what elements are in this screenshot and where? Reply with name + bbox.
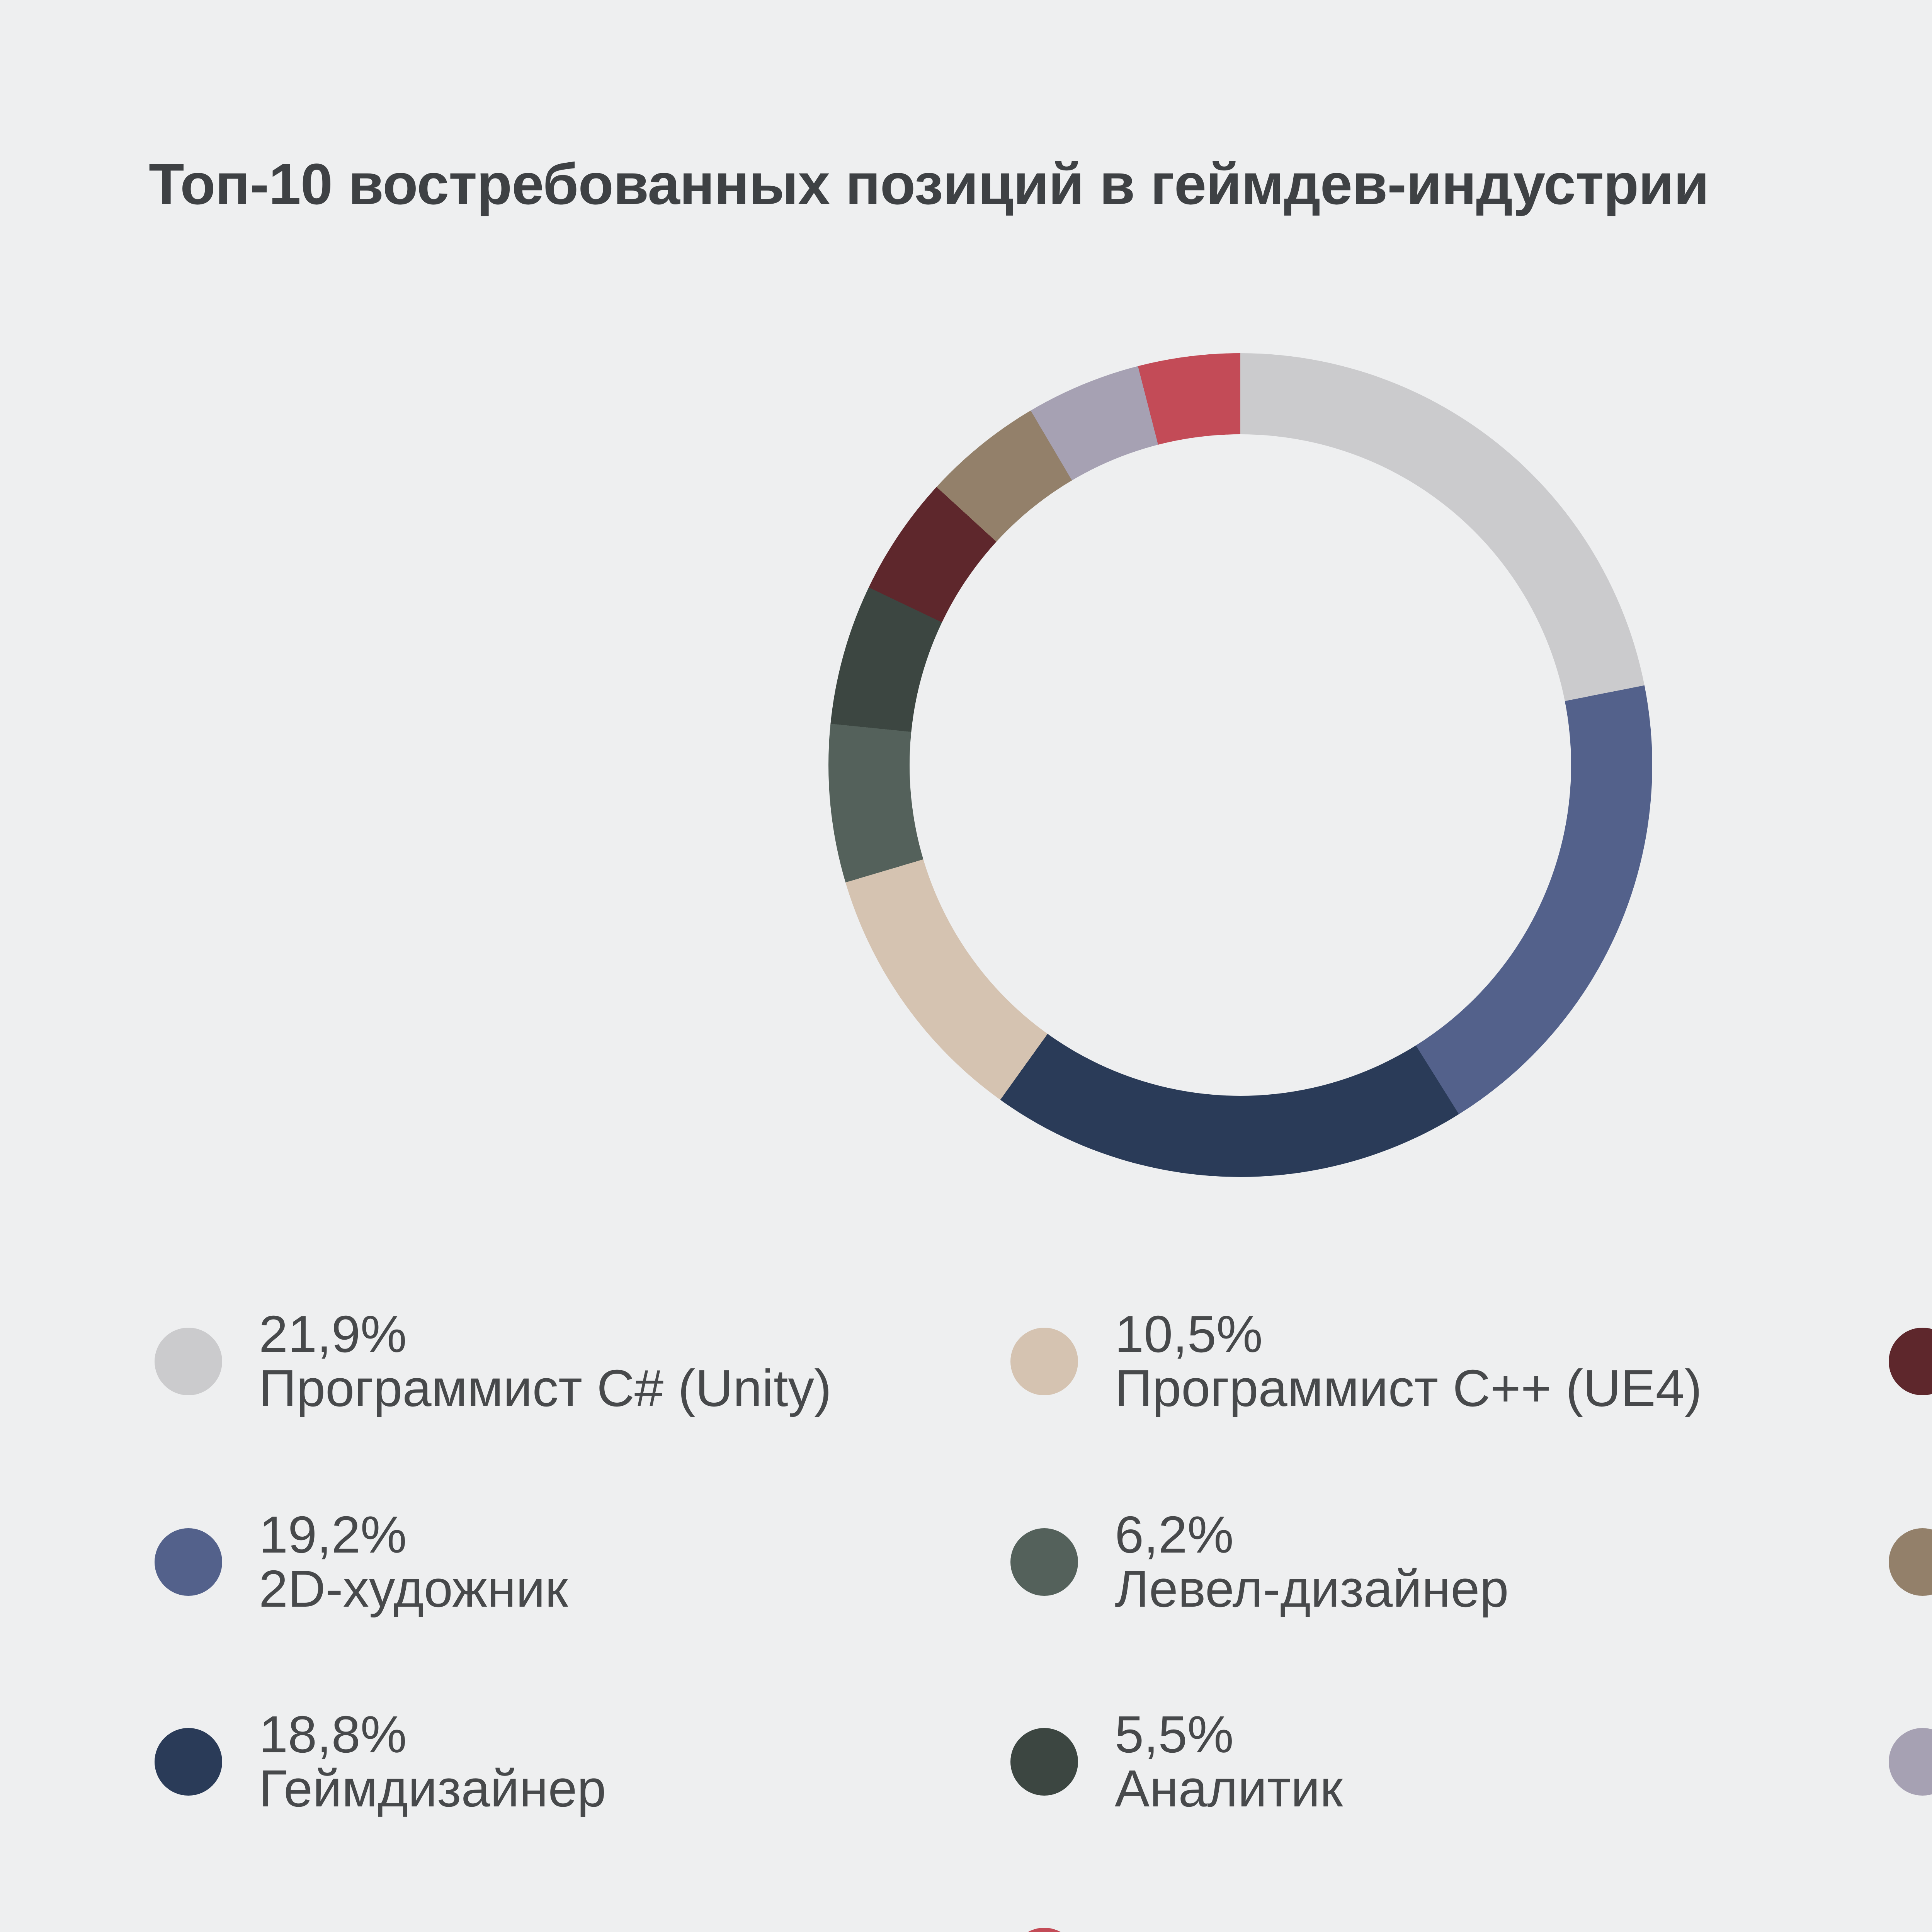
legend-item: 19,2% 2D-художник [155, 1506, 568, 1618]
legend-color-dot [155, 1327, 222, 1395]
legend-color-dot [1889, 1728, 1932, 1796]
legend-item: UI/UX-дизайнер [1889, 1706, 1932, 1818]
legend-color-dot [1010, 1927, 1078, 1932]
legend-color-dot [155, 1528, 222, 1596]
legend-color-dot [1010, 1528, 1078, 1596]
legend-item: 6,2% Левел-дизайнер [1010, 1506, 1509, 1618]
legend-color-dot [155, 1728, 222, 1796]
page-title: Топ-10 востребованных позиций в геймдев-… [149, 151, 1709, 216]
legend-label: Программист C++ (UE4) [1115, 1359, 1702, 1417]
donut-chart [828, 353, 1652, 1177]
legend-color-dot [1010, 1728, 1078, 1796]
legend-label: 2D-художник [259, 1560, 568, 1618]
legend-item: 18,8% Геймдизайнер [155, 1706, 606, 1818]
legend-percent: 10,5% [1115, 1305, 1263, 1363]
legend-item: 3D-аниматор [1010, 1905, 1431, 1932]
legend-percent: 18,8% [259, 1705, 407, 1764]
legend-item: 2D-аниматор [1889, 1305, 1932, 1417]
legend-label: Аналитик [1115, 1759, 1343, 1818]
donut-hole [910, 434, 1571, 1096]
legend-color-dot [1889, 1327, 1932, 1395]
legend-color-dot [1889, 1528, 1932, 1596]
legend-color-dot [1010, 1327, 1078, 1395]
legend-label: Геймдизайнер [259, 1759, 606, 1818]
legend-percent: 6,2% [1115, 1505, 1234, 1564]
legend-label: Левел-дизайнер [1115, 1560, 1509, 1618]
legend-percent: 21,9% [259, 1305, 407, 1363]
legend-label: Программист C# (Unity) [259, 1359, 832, 1417]
legend-item: 5,5% Аналитик [1010, 1706, 1343, 1818]
legend-item: 10,5% Программист C++ (UE4) [1010, 1305, 1702, 1417]
legend-percent: 19,2% [259, 1505, 407, 1564]
legend-item: 21,9% Программист C# (Unity) [155, 1305, 832, 1417]
legend-item: 3D-художник [1889, 1506, 1932, 1618]
legend-percent: 5,5% [1115, 1705, 1234, 1764]
